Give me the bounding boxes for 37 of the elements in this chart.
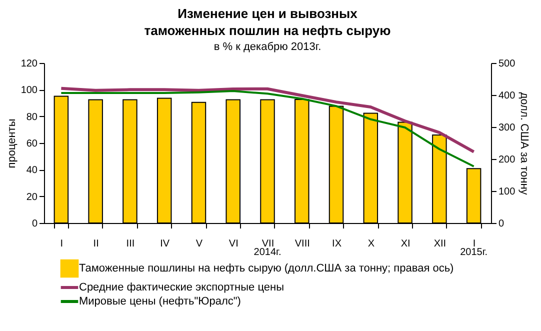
y2-tick-label: 300 [498,122,516,134]
y2-tick-label: 500 [498,58,516,70]
legend-label: Средние фактические экспортные цены [79,282,284,294]
x-tick-label: VII [262,238,274,250]
chart-subtitle: в % к декабрю 2013г. [214,41,322,53]
x-tick-label: X [368,238,375,250]
x-tick-label: VI [228,238,238,250]
y-tick-label: 120 [20,58,38,70]
y2-tick-label: 0 [498,218,504,230]
y-tick-label: 40 [26,165,38,176]
y-tick-label: 80 [26,112,38,123]
x-tick-label: III [126,238,135,250]
x-tick-label: VIII [294,238,310,250]
y-tick-label: 20 [26,192,38,203]
x-tick-label: I [60,238,64,250]
x-tick-label: IV [160,238,170,250]
line-series [60,90,475,168]
x-tick-label: XI [400,238,410,250]
x-tick-label: I [472,238,476,250]
chart-title: Изменение цен и вывозных таможенных пошлин на нефть сырую [144,6,391,38]
legend-label: Мировые цены (нефть"Юралс") [79,296,241,308]
y2-axis-title: долл. США за тонну [518,92,530,196]
legend-label: Таможенные пошлины на нефть сырую (долл.США за тонну; правая ось) [79,262,454,274]
x-tick-label: IX [332,238,342,250]
y2-tick-label: 200 [498,154,516,166]
y-axis-title: проценты [6,118,18,168]
text: 2014г. [254,247,282,258]
y-tick-label: 60 [26,138,38,150]
text: 2015г. [460,247,488,258]
line-series [60,86,476,154]
x-tick-label: V [196,238,203,250]
y-tick-label: 0 [32,218,38,230]
y2-tick-label: 100 [498,186,516,198]
x-tick-label: II [93,238,99,250]
y-tick-label: 100 [20,85,38,96]
y2-tick-label: 400 [498,90,516,102]
x-tick-label: XII [434,238,446,250]
